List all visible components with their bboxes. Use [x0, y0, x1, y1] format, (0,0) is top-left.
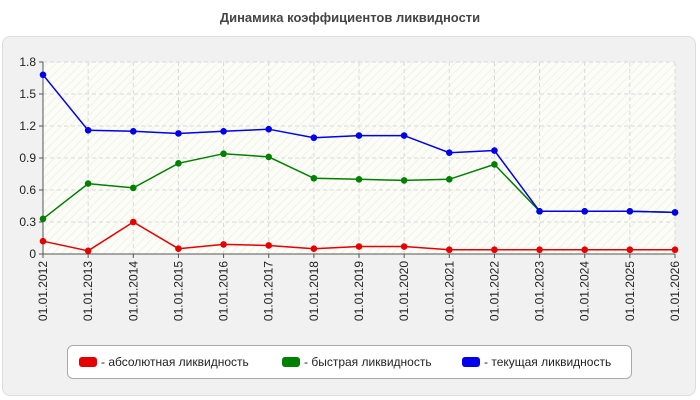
y-tick-label: 1.2 — [19, 119, 36, 133]
data-point — [129, 128, 137, 135]
data-point — [400, 243, 408, 250]
legend-item-current: - текущая ликвидность — [462, 346, 611, 378]
data-point — [310, 134, 318, 142]
x-tick-label: 01.01.2018 — [307, 261, 321, 321]
data-point — [355, 176, 363, 183]
data-point — [581, 208, 589, 215]
data-point — [491, 161, 498, 168]
legend-label-quick: - быстрая ликвидность — [304, 355, 432, 369]
grid-layer — [43, 61, 676, 254]
data-point — [175, 130, 182, 137]
data-point — [626, 246, 634, 254]
data-point — [220, 150, 227, 158]
data-point — [581, 246, 589, 254]
x-tick-label: 01.01.2017 — [262, 261, 276, 321]
x-tick-label: 01.01.2026 — [668, 261, 682, 321]
legend-item-absolute: - абсолютная ликвидность — [79, 346, 249, 378]
data-point — [84, 247, 92, 255]
legend-swatch-absolute — [79, 357, 97, 367]
data-point — [491, 147, 498, 154]
x-tick-label: 01.01.2012 — [36, 261, 50, 321]
data-point — [536, 246, 543, 254]
data-point — [39, 71, 47, 79]
x-tick-label: 01.01.2019 — [352, 261, 366, 321]
x-tick-label: 01.01.2020 — [397, 261, 411, 321]
data-point — [671, 209, 679, 216]
data-point — [491, 246, 498, 254]
axis-layer: 0 0.3 0.6 0.9 1.2 1.5 1.8 01.01.2012 01.01.2013 0… — [19, 55, 682, 321]
data-point — [355, 132, 363, 139]
x-tick-label: 01.01.2025 — [623, 261, 637, 321]
x-tick-label: 01.01.2023 — [533, 261, 547, 321]
data-point — [355, 243, 363, 250]
data-point — [400, 177, 408, 184]
x-tick-label: 01.01.2015 — [171, 261, 185, 321]
data-point — [129, 184, 137, 192]
y-tick-label: 0.6 — [19, 183, 36, 197]
chart-title: Динамика коэффициентов ликвидности — [219, 10, 481, 25]
y-tick-label: 0.9 — [19, 151, 36, 165]
data-point — [84, 180, 92, 187]
data-point — [84, 126, 92, 134]
data-point — [220, 241, 227, 248]
y-tick-label: 0.3 — [19, 215, 36, 229]
data-point — [445, 176, 453, 183]
data-point — [265, 242, 273, 249]
data-point — [39, 237, 47, 245]
legend-label-current: - текущая ликвидность — [484, 355, 612, 369]
legend-swatch-quick — [282, 357, 300, 367]
legend: - абсолютная ликвидность - быстрая ликви… — [67, 345, 632, 379]
x-tick-label: 01.01.2014 — [126, 261, 140, 321]
legend-label-absolute: - абсолютная ликвидность — [101, 355, 249, 369]
data-point — [445, 149, 453, 156]
y-tick-label: 0 — [29, 247, 36, 261]
data-point — [445, 246, 453, 254]
data-point — [39, 215, 47, 223]
x-tick-label: 01.01.2021 — [442, 261, 456, 321]
x-tick-label: 01.01.2022 — [487, 261, 501, 321]
y-tick-label: 1.5 — [19, 87, 36, 101]
y-tick-label: 1.8 — [19, 55, 36, 69]
x-tick-label: 01.01.2016 — [217, 261, 231, 321]
data-point — [175, 160, 182, 167]
series-layer — [39, 71, 679, 255]
data-point — [129, 218, 137, 226]
data-point — [671, 246, 679, 254]
data-point — [220, 128, 227, 135]
data-point — [175, 245, 182, 252]
legend-item-quick: - быстрая ликвидность — [282, 346, 432, 378]
data-point — [310, 245, 318, 252]
legend-swatch-current — [462, 357, 480, 367]
x-tick-label: 01.01.2013 — [81, 261, 95, 321]
x-tick-label: 01.01.2024 — [578, 261, 592, 321]
data-point — [626, 208, 634, 215]
data-point — [400, 132, 408, 139]
data-point — [310, 174, 318, 182]
data-point — [265, 153, 273, 161]
data-point — [536, 208, 543, 215]
data-point — [265, 125, 273, 133]
